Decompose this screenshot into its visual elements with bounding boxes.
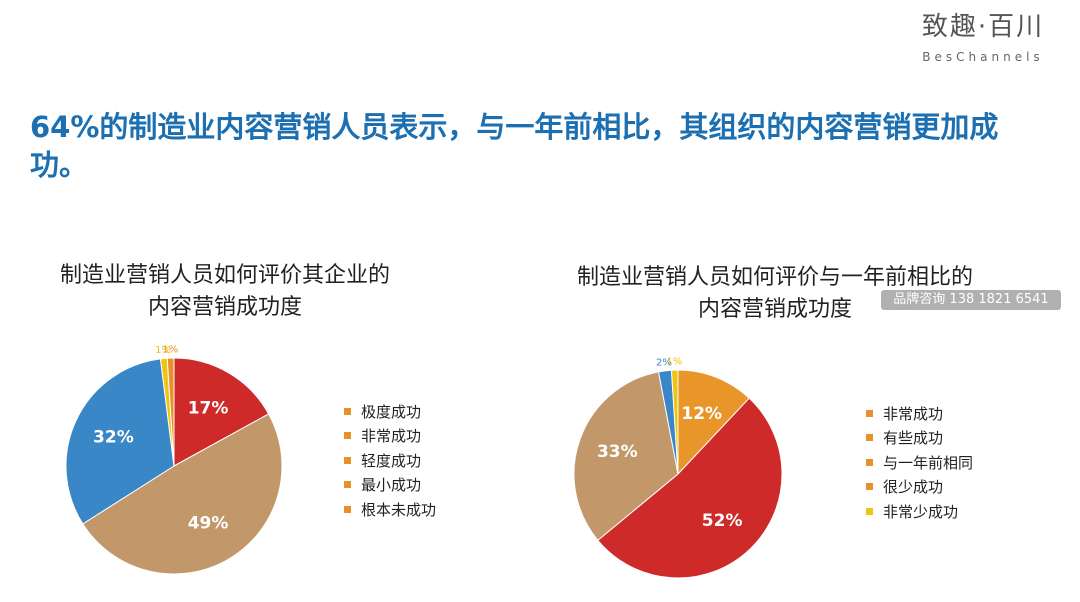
chart2-legend-swatch-3 <box>866 483 873 491</box>
chart2-slice-label-1: 52% <box>702 511 743 531</box>
chart1-slice-label-2: 32% <box>93 427 134 447</box>
brand-name-en: BesChannels <box>922 50 1044 64</box>
chart2-legend: 非常成功有些成功与一年前相同 很少成功非常少成功 <box>866 401 973 524</box>
chart1-legend-label-4: 根本未成功 <box>361 500 437 519</box>
contact-watermark: 品牌咨询 138 1821 6541 <box>881 290 1061 310</box>
chart2-slice-label-0: 12% <box>681 404 722 424</box>
chart1-legend-swatch-2 <box>344 456 351 464</box>
chart2-title-line2: 内容营销成功度 <box>697 297 852 322</box>
chart2-legend-item-1: 有些成功 <box>866 426 973 451</box>
chart2-title-line1: 制造业营销人员如何评价与一年前相比的 <box>576 265 973 290</box>
chart2-title: 制造业营销人员如何评价与一年前相比的 内容营销成功度 <box>540 262 1010 326</box>
brand-name-cn: 致趣·百川 <box>921 12 1045 42</box>
chart1-slice-label-4: 1% <box>162 345 178 356</box>
chart1-legend-item-2: 轻度成功 <box>344 448 436 473</box>
chart1-legend-item-4: 根本未成功 <box>344 497 436 522</box>
chart1-slice-label-0: 17% <box>188 398 229 418</box>
chart2-legend-item-3: 很少成功 <box>866 475 973 500</box>
chart2-legend-label-3: 很少成功 <box>883 478 944 497</box>
chart2-slice-4 <box>670 369 679 475</box>
chart2-legend-item-0: 非常成功 <box>866 401 973 426</box>
chart1-legend-label-2: 轻度成功 <box>361 451 422 470</box>
chart2-slice-1 <box>597 397 783 579</box>
chart1-legend-label-3: 最小成功 <box>361 476 422 495</box>
chart1-legend-label-1: 非常成功 <box>361 427 422 446</box>
chart1-legend-item-3: 最小成功 <box>344 473 436 498</box>
chart1-title-line1: 制造业营销人员如何评价其企业的 <box>59 263 390 288</box>
chart2-slice-0 <box>677 369 750 476</box>
chart1-slice-4 <box>166 357 175 467</box>
brand-logo: 致趣·百川 BesChannels <box>908 10 1058 64</box>
chart1-slice-0 <box>173 357 270 467</box>
chart2-legend-label-4: 非常少成功 <box>883 502 959 521</box>
chart1-legend: 极度成功非常成功轻度成功最小成功根本未成功 <box>344 399 436 522</box>
chart2-legend-label-0: 非常成功 <box>883 404 944 423</box>
chart1-title: 制造业营销人员如何评价其企业的 内容营销成功度 <box>20 260 430 324</box>
chart2-legend-swatch-2 <box>866 458 873 466</box>
chart2-slice-label-4: 1% <box>667 357 683 368</box>
chart2-legend-item-2: 与一年前相同 <box>866 450 973 475</box>
chart1-slice-label-3: 1% <box>155 345 171 356</box>
chart1-legend-swatch-4 <box>344 505 351 513</box>
chart2-slice-2 <box>573 371 679 541</box>
chart1-legend-swatch-0 <box>344 407 351 415</box>
chart2-legend-swatch-4 <box>866 507 873 515</box>
chart2-legend-item-4: 非常少成功 <box>866 499 973 524</box>
chart1-legend-item-0: 极度成功 <box>344 399 436 424</box>
chart2-slice-label-2: 33% <box>597 442 638 462</box>
chart1-legend-swatch-1 <box>344 432 351 440</box>
chart1-legend-label-0: 极度成功 <box>361 402 422 421</box>
chart2-legend-swatch-1 <box>866 434 873 442</box>
chart1-slice-2 <box>65 358 175 525</box>
chart1-legend-item-1: 非常成功 <box>344 424 436 449</box>
chart1-slice-label-1: 49% <box>188 514 229 534</box>
page-headline: 64%的制造业内容营销人员表示，与一年前相比，其组织的内容营销更加成功。 <box>30 110 999 182</box>
chart1-slice-1 <box>82 413 283 575</box>
chart1-legend-swatch-3 <box>344 481 351 489</box>
chart2-legend-label-2: 与一年前相同 <box>883 453 974 472</box>
pie-chart-1: 17% 49% 32% 1%1% <box>65 345 283 575</box>
chart2-slice-label-3: 2% <box>656 357 672 368</box>
pie-chart-2: 12% 52% 33% 2%1% <box>573 357 783 579</box>
chart2-legend-label-1: 有些成功 <box>883 429 944 448</box>
chart1-title-line2: 内容营销成功度 <box>147 295 302 320</box>
chart2-legend-swatch-0 <box>866 409 873 417</box>
